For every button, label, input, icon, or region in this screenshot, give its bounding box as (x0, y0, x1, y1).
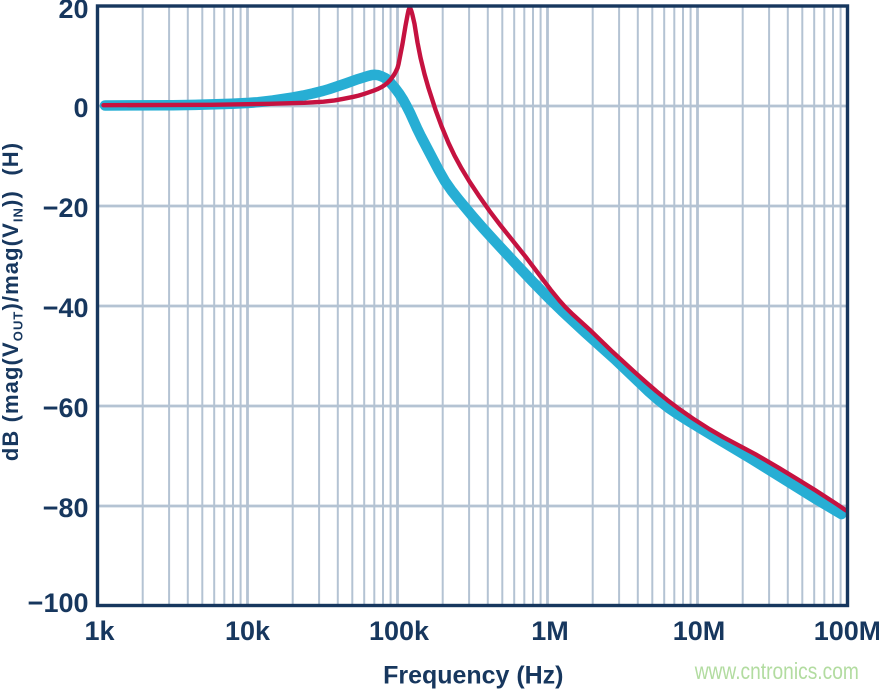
svg-text:−60: −60 (43, 393, 89, 423)
svg-text:0: 0 (73, 93, 88, 123)
svg-text:−100: −100 (28, 588, 89, 618)
svg-text:1M: 1M (531, 616, 569, 646)
svg-text:100k: 100k (369, 616, 430, 646)
svg-text:dB (mag(VOUT)/mag(VIN)) (H): dB (mag(VOUT)/mag(VIN)) (H) (0, 142, 26, 461)
svg-text:1k: 1k (84, 616, 115, 646)
svg-text:Frequency (Hz): Frequency (Hz) (383, 662, 563, 690)
svg-text:−20: −20 (43, 193, 89, 223)
svg-text:20: 20 (58, 0, 88, 24)
svg-text:−80: −80 (43, 493, 89, 523)
svg-text:−40: −40 (43, 293, 89, 323)
svg-text:10k: 10k (225, 616, 271, 646)
svg-text:100M: 100M (814, 616, 879, 646)
svg-text:10M: 10M (673, 616, 726, 646)
svg-text:www.cntronics.com: www.cntronics.com (694, 658, 859, 684)
